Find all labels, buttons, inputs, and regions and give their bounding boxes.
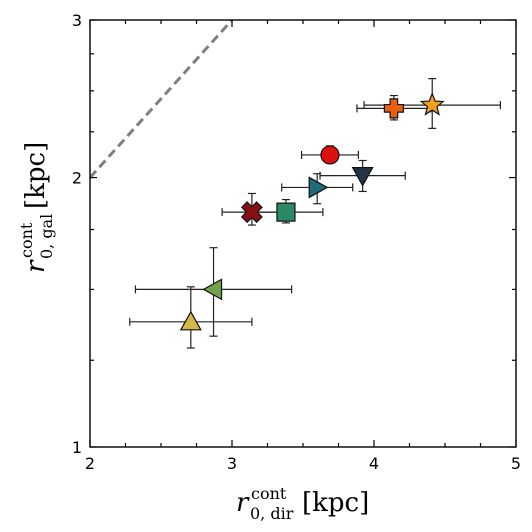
point-marker-star	[419, 91, 445, 116]
x-axis-label-sub: 0, dir	[250, 504, 294, 523]
point-marker-triangle-down	[351, 167, 374, 187]
y-axis-label-sup: cont	[17, 222, 36, 258]
x-tick-label: 4	[369, 454, 379, 473]
y-tick-label: 1	[72, 438, 82, 457]
point-marker-x	[240, 201, 263, 224]
y-axis-label-base: r	[21, 259, 51, 273]
x-axis-label-unit: [kpc]	[302, 488, 369, 518]
x-axis-label-sup: cont	[251, 484, 287, 503]
point-marker-triangle-up	[179, 310, 202, 331]
x-axis-label-base: r	[236, 488, 250, 518]
reference-line-group	[90, 20, 234, 179]
x-tick-label: 2	[85, 454, 95, 473]
point-marker-plus	[383, 98, 404, 119]
markers-group	[179, 91, 445, 331]
y-tick-label: 3	[72, 11, 82, 30]
x-tick-label: 5	[511, 454, 521, 473]
y-axis-label-unit: [kpc]	[21, 142, 51, 209]
point-marker-triangle-right	[308, 176, 329, 199]
reference-dashed-line	[90, 20, 234, 179]
point-marker-triangle-left	[202, 278, 223, 301]
x-tick-label: 3	[227, 454, 237, 473]
point-marker-circle	[320, 145, 340, 165]
y-axis-label-sub: 0, gal	[37, 214, 56, 259]
point-marker-square	[276, 202, 296, 222]
y-tick-label: 2	[72, 169, 82, 188]
